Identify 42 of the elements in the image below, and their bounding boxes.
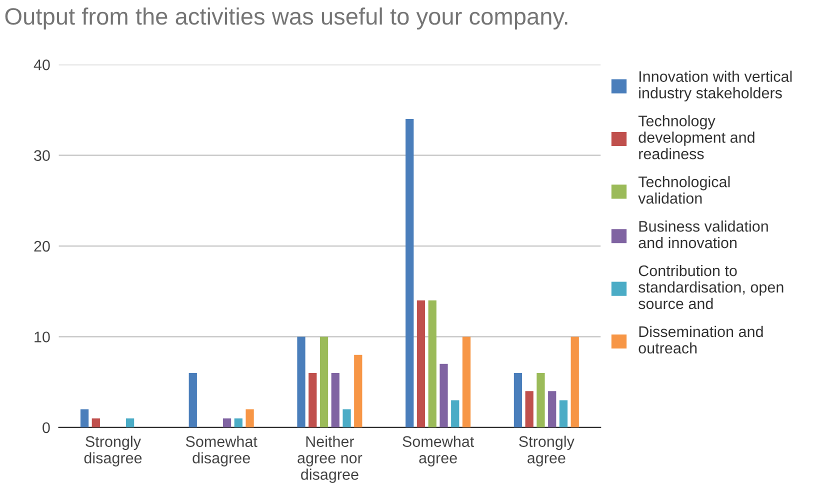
legend-label: Technology development and readiness	[638, 115, 754, 160]
legend-label: Business validation and innovation	[638, 220, 768, 248]
y-tick-label: 30	[34, 150, 50, 161]
legend-label: Contribution to standardisation, open source and	[638, 264, 784, 310]
bar	[406, 119, 414, 428]
x-tick-label: Somewhat agree	[402, 436, 474, 466]
bar	[342, 409, 351, 428]
bar	[525, 391, 534, 428]
bar	[188, 373, 197, 428]
y-tick-label: 10	[34, 332, 50, 342]
chart-title: Output from the activities was useful to your company.	[5, 7, 568, 30]
bar	[222, 418, 232, 428]
y-tick-label: 40	[34, 59, 50, 70]
x-tick-label: Neither agree nor disagree	[298, 436, 362, 483]
bar	[331, 373, 340, 428]
x-tick-label: Strongly disagree	[84, 436, 142, 466]
bar	[320, 336, 328, 428]
bar	[536, 373, 545, 428]
x-tick-label: Strongly agree	[519, 436, 574, 466]
bar	[80, 409, 89, 428]
bar	[462, 336, 471, 428]
x-tick-label: Somewhat disagree	[186, 436, 258, 466]
bar	[559, 400, 568, 428]
bar	[246, 409, 254, 428]
bar	[92, 418, 100, 428]
bar	[570, 336, 579, 428]
bar	[440, 364, 448, 428]
bar	[428, 300, 436, 428]
bar	[548, 391, 556, 428]
bar	[451, 400, 460, 428]
bar	[416, 300, 426, 428]
bar	[234, 418, 242, 428]
bar	[354, 354, 362, 428]
legend-label: Dissemination and outreach	[638, 326, 763, 354]
bar	[297, 336, 306, 428]
y-tick-label: 20	[34, 240, 50, 252]
legend-label: Innovation with vertical industry stakeholders	[639, 70, 792, 102]
bar	[514, 373, 522, 428]
bar	[126, 418, 134, 428]
y-tick-label: 0	[42, 422, 50, 434]
legend-label: Technological validation	[638, 176, 730, 204]
bar	[308, 373, 317, 428]
